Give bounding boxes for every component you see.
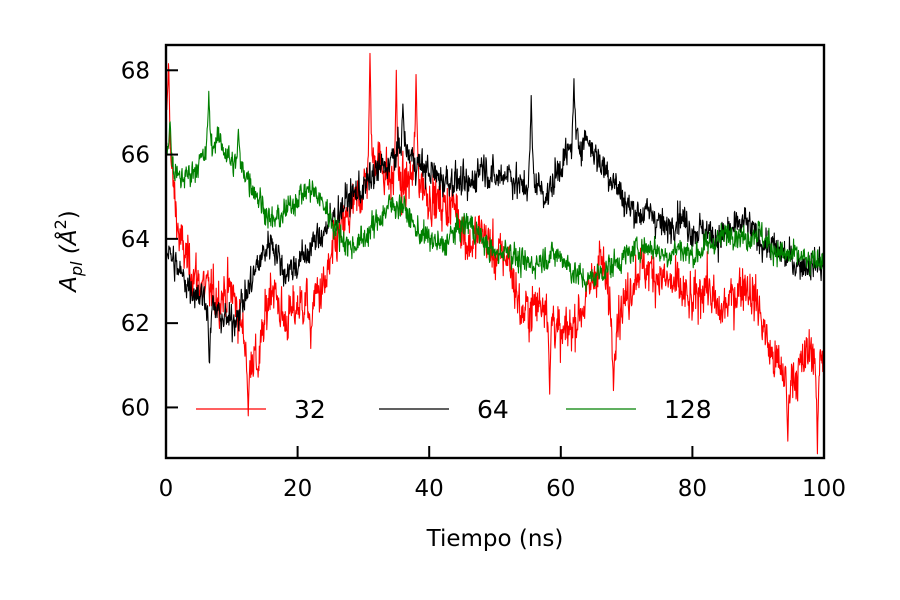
series-layer (166, 52, 824, 455)
y-axis-label-sub: pl (67, 261, 86, 277)
x-axis-label: Tiempo (ns) (426, 526, 564, 552)
plot-frame (164, 43, 826, 460)
x-tick-label-100: 100 (802, 476, 846, 502)
ticks-layer: 0 20 40 60 80 100 60 62 64 66 68 (121, 58, 846, 502)
x-tick-label-80: 80 (678, 476, 707, 502)
y-axis-label-space (56, 254, 82, 261)
y-axis-label-main: A (56, 276, 82, 294)
legend: 32 64 128 (196, 395, 712, 424)
y-axis-label: Apl (Å2) (51, 210, 86, 294)
y-tick-label-66: 66 (121, 143, 150, 169)
x-tick-label-20: 20 (283, 476, 312, 502)
y-tick-label-68: 68 (121, 58, 150, 84)
y-axis-label-close: ) (56, 210, 82, 219)
y-tick-label-60: 60 (121, 395, 150, 421)
series-line-128 (166, 90, 824, 292)
legend-label-64: 64 (477, 395, 509, 424)
x-tick-label-60: 60 (546, 476, 575, 502)
legend-label-32: 32 (294, 395, 326, 424)
y-axis-label-sup: 2 (51, 219, 70, 229)
legend-label-128: 128 (664, 395, 712, 424)
y-tick-label-62: 62 (121, 311, 150, 337)
y-tick-label-64: 64 (121, 227, 150, 253)
y-axis-label-unit: (Å (54, 229, 82, 254)
x-tick-label-40: 40 (415, 476, 444, 502)
x-tick-label-0: 0 (159, 476, 174, 502)
